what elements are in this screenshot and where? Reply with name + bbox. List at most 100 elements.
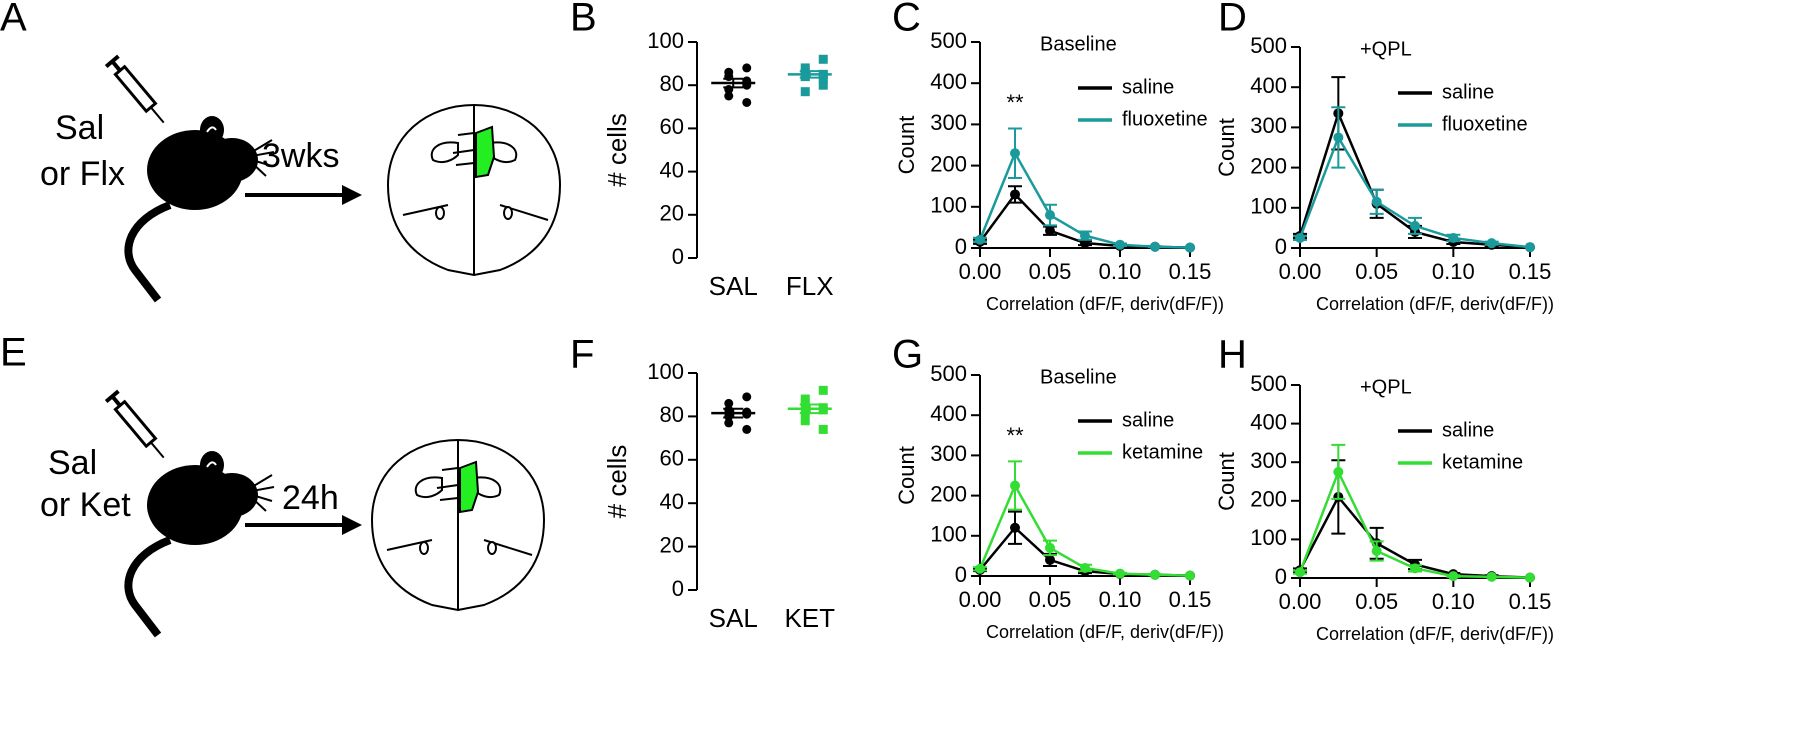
syringe-plunger (110, 395, 122, 407)
y-tick-label: 300 (930, 110, 967, 135)
point (818, 74, 828, 84)
point (818, 385, 828, 395)
legend-label: fluoxetine (1122, 108, 1208, 130)
y-tick-label: 0 (672, 576, 684, 601)
y-tick-label: 400 (930, 401, 967, 426)
mouse-head (206, 473, 258, 517)
brain-section (386, 103, 562, 277)
point (800, 407, 810, 417)
point (1010, 522, 1020, 533)
point (1295, 567, 1305, 578)
point (1371, 196, 1382, 207)
point (742, 97, 752, 107)
drug-label: Sal (55, 109, 104, 147)
point (742, 63, 752, 73)
x-tick-label: FLX (786, 271, 834, 301)
point (742, 392, 752, 402)
y-tick-label: 0 (1275, 564, 1287, 589)
chart-title: Baseline (1040, 366, 1117, 388)
y-tick-label: 100 (1250, 194, 1287, 219)
sem-bar (723, 77, 744, 89)
point (975, 563, 985, 574)
x-tick-label: 0.00 (959, 259, 1002, 284)
y-tick-label: 200 (1250, 487, 1287, 512)
point (724, 398, 734, 408)
y-tick-label: 300 (1250, 113, 1287, 138)
y-tick-label: 100 (930, 193, 967, 218)
x-tick-label: 0.05 (1029, 259, 1072, 284)
duration-label: 3wks (262, 137, 339, 175)
sem-bar (799, 70, 820, 79)
point (818, 54, 828, 64)
point (1150, 569, 1160, 580)
chart-title: Baseline (1040, 33, 1117, 55)
arrow-head (342, 185, 362, 205)
x-tick-label: SAL (709, 603, 758, 633)
y-tick-label: 200 (930, 481, 967, 506)
syringe-plunger (110, 60, 122, 72)
y-tick-label: 500 (930, 28, 967, 53)
syringe-plunger (104, 54, 120, 69)
syringe-barrel (113, 399, 158, 449)
legend-label: saline (1442, 81, 1494, 103)
annotation: ** (1006, 423, 1024, 448)
point (1045, 225, 1055, 236)
y-tick-label: 0 (955, 562, 967, 587)
syringe-barrel (113, 64, 158, 114)
point (1045, 210, 1055, 221)
cortex-line (402, 132, 549, 221)
ventricle (414, 476, 443, 499)
point (1185, 242, 1195, 253)
mouse-foot (205, 523, 230, 540)
point (742, 424, 752, 434)
chart-title: +QPL (1360, 376, 1412, 398)
drug-label: Sal (48, 444, 97, 482)
panel-letter: H (1218, 333, 1247, 377)
y-tick-label: 500 (930, 361, 967, 386)
commissure (487, 541, 497, 555)
commissure (419, 541, 429, 555)
point (1410, 563, 1420, 574)
syringe (104, 54, 165, 124)
y-tick-label: 400 (1250, 409, 1287, 434)
syringe (104, 389, 165, 459)
y-tick-label: 40 (660, 489, 684, 514)
panel-letter: D (1218, 0, 1247, 40)
point (800, 416, 810, 426)
panel-letter: B (570, 0, 597, 40)
x-tick-label: 0.15 (1509, 589, 1552, 614)
mouse-ear-inner (206, 126, 217, 133)
point (1371, 545, 1382, 556)
legend-label: saline (1122, 76, 1174, 98)
drug-label: or Flx (40, 155, 125, 193)
y-tick-label: 20 (660, 201, 684, 226)
point (1486, 238, 1497, 249)
syringe-plunger (104, 389, 120, 404)
point (800, 87, 810, 97)
point (1010, 189, 1020, 200)
point (1525, 242, 1535, 253)
y-tick-label: 60 (660, 446, 684, 471)
y-tick-label: 0 (955, 234, 967, 259)
point (975, 234, 985, 245)
point (1045, 554, 1055, 565)
legend-label: saline (1122, 409, 1174, 431)
x-tick-label: 0.10 (1432, 259, 1475, 284)
point (1448, 571, 1459, 582)
brain-section (370, 438, 546, 612)
point (1333, 466, 1344, 477)
x-axis-label: Correlation (dF/F, deriv(dF/F)) (1316, 624, 1554, 644)
drug-label: or Ket (40, 486, 131, 524)
y-tick-label: 300 (930, 441, 967, 466)
y-axis-label: Count (894, 116, 919, 175)
y-tick-label: 500 (1250, 371, 1287, 396)
y-tick-label: 100 (647, 28, 684, 53)
y-tick-label: 20 (660, 532, 684, 557)
x-tick-label: 0.15 (1509, 259, 1552, 284)
mpfc-target (459, 460, 480, 514)
y-axis-label: Count (894, 446, 919, 505)
legend-label: saline (1442, 419, 1494, 441)
x-tick-label: KET (784, 603, 835, 633)
point (1333, 132, 1344, 143)
point (1448, 232, 1459, 243)
